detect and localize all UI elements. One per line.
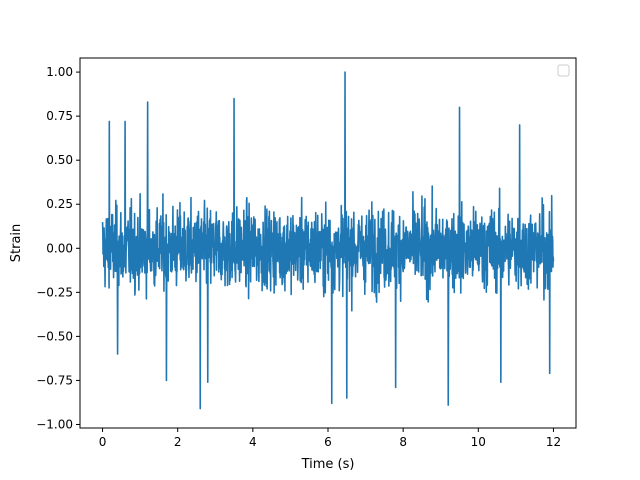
y-tick-label: 0.25 <box>46 197 73 211</box>
x-tick-label: 2 <box>174 435 182 449</box>
y-tick-label: −0.75 <box>36 373 73 387</box>
y-tick-label: −1.00 <box>36 417 73 431</box>
x-axis: 0 2 4 6 8 10 12 <box>99 428 561 449</box>
x-tick-label: 0 <box>99 435 107 449</box>
y-tick-label: −0.50 <box>36 329 73 343</box>
y-tick-label: 0.75 <box>46 109 73 123</box>
legend-box <box>557 64 570 77</box>
x-tick-label: 4 <box>249 435 257 449</box>
y-axis: −1.00 −0.75 −0.50 −0.25 0.00 0.25 0.50 0.75 1.00 <box>36 65 80 431</box>
y-tick-label: 0.50 <box>46 153 73 167</box>
x-tick-label: 6 <box>324 435 332 449</box>
x-tick-label: 10 <box>471 435 486 449</box>
y-axis-label: Strain <box>9 224 24 263</box>
x-tick-label: 8 <box>399 435 407 449</box>
x-tick-label: 12 <box>546 435 561 449</box>
series-layer <box>101 71 555 410</box>
y-tick-label: 0.00 <box>46 241 73 255</box>
x-axis-label: Time (s) <box>301 457 355 472</box>
strain-series-line <box>101 71 555 410</box>
y-tick-label: −0.25 <box>36 285 73 299</box>
y-tick-label: 1.00 <box>46 65 73 79</box>
